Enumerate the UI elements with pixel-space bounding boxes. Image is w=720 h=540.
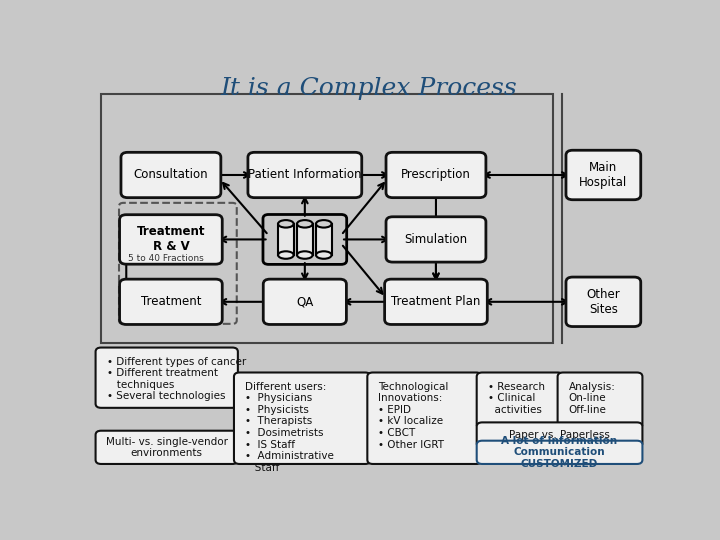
Bar <box>101 94 553 343</box>
FancyBboxPatch shape <box>386 152 486 198</box>
Ellipse shape <box>297 220 312 227</box>
FancyBboxPatch shape <box>566 150 641 200</box>
Text: Treatment
R & V: Treatment R & V <box>137 225 205 253</box>
Text: Treatment: Treatment <box>140 295 201 308</box>
FancyBboxPatch shape <box>557 373 642 429</box>
FancyBboxPatch shape <box>234 373 371 464</box>
Text: Prescription: Prescription <box>401 168 471 181</box>
Text: Analysis:
On-line
Off-line: Analysis: On-line Off-line <box>569 382 616 415</box>
Text: Treatment Plan: Treatment Plan <box>391 295 481 308</box>
Bar <box>297 224 312 255</box>
FancyBboxPatch shape <box>96 431 238 464</box>
FancyBboxPatch shape <box>120 279 222 325</box>
FancyBboxPatch shape <box>384 279 487 325</box>
FancyBboxPatch shape <box>566 277 641 327</box>
Ellipse shape <box>316 220 332 227</box>
FancyBboxPatch shape <box>121 152 221 198</box>
Bar <box>316 224 332 255</box>
FancyBboxPatch shape <box>96 348 238 408</box>
Ellipse shape <box>278 220 294 227</box>
Text: Paper vs. Paperless: Paper vs. Paperless <box>509 430 610 440</box>
Text: Main
Hospital: Main Hospital <box>579 161 628 189</box>
Ellipse shape <box>278 251 294 259</box>
Text: Different users:
•  Physicians
•  Physicists
•  Therapists
•  Dosimetrists
•  IS: Different users: • Physicians • Physicis… <box>245 382 334 473</box>
Text: Technological
Innovations:
• EPID
• kV localize
• CBCT
• Other IGRT: Technological Innovations: • EPID • kV l… <box>379 382 449 450</box>
FancyBboxPatch shape <box>264 279 346 325</box>
Text: A lot of Information
Communication
CUSTOMIZED: A lot of Information Communication CUSTO… <box>502 436 618 469</box>
Ellipse shape <box>297 251 312 259</box>
Text: 5 to 40 Fractions: 5 to 40 Fractions <box>128 254 204 262</box>
Text: • Different types of cancer
• Different treatment
   techniques
• Several techno: • Different types of cancer • Different … <box>107 357 246 402</box>
FancyBboxPatch shape <box>477 422 642 447</box>
Text: Other
Sites: Other Sites <box>587 288 620 316</box>
Text: QA: QA <box>296 295 313 308</box>
FancyBboxPatch shape <box>477 373 563 429</box>
Ellipse shape <box>316 251 332 259</box>
Text: It is a Complex Process: It is a Complex Process <box>220 77 518 100</box>
FancyBboxPatch shape <box>477 441 642 464</box>
Text: Patient Information: Patient Information <box>248 168 361 181</box>
FancyBboxPatch shape <box>367 373 482 464</box>
FancyBboxPatch shape <box>120 215 222 264</box>
Text: Consultation: Consultation <box>134 168 208 181</box>
Text: Simulation: Simulation <box>405 233 467 246</box>
Text: • Research
• Clinical
  activities: • Research • Clinical activities <box>488 382 545 415</box>
Text: Multi- vs. single-vendor
environments: Multi- vs. single-vendor environments <box>106 436 228 458</box>
Bar <box>278 224 294 255</box>
FancyBboxPatch shape <box>386 217 486 262</box>
FancyBboxPatch shape <box>248 152 361 198</box>
